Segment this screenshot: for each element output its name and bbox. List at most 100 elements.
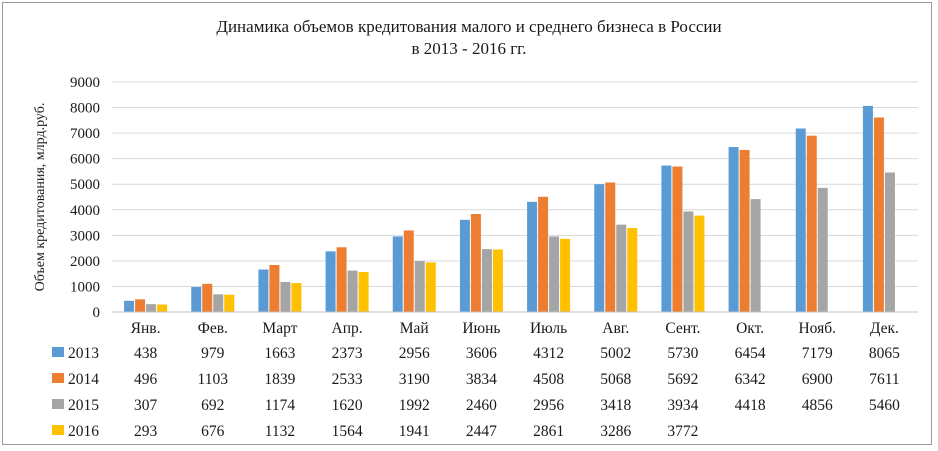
bar-2015-7 (616, 224, 627, 312)
data-label-2014-3: 2533 (332, 371, 363, 388)
y-tick-label: 2000 (70, 254, 100, 270)
bar-2015-3 (347, 270, 358, 312)
y-tick-label: 0 (93, 305, 101, 321)
legend-label-2015: 2015 (68, 397, 99, 414)
bar-2015-0 (146, 304, 157, 312)
category-label: Дек. (870, 320, 899, 337)
category-label: Июль (530, 320, 567, 337)
data-label-2016-3: 1564 (332, 423, 363, 440)
data-label-2013-10: 7179 (802, 345, 833, 362)
bar-2014-0 (135, 299, 146, 312)
bar-2014-3 (336, 247, 347, 312)
y-tick-label: 3000 (70, 228, 100, 244)
y-tick-label: 5000 (70, 177, 100, 193)
bar-2016-5 (492, 249, 503, 312)
data-label-2013-4: 2956 (399, 345, 430, 362)
category-label: Авг. (602, 320, 629, 337)
bar-2016-8 (694, 215, 705, 312)
category-label: Апр. (332, 320, 363, 337)
category-label: Янв. (131, 320, 161, 337)
data-label-2015-6: 2956 (533, 397, 564, 414)
bar-2014-2 (269, 265, 280, 312)
bar-2015-6 (549, 236, 560, 312)
data-label-2014-8: 5692 (667, 371, 698, 388)
data-label-2013-2: 1663 (264, 345, 295, 362)
bar-2013-1 (191, 286, 202, 312)
legend-swatch-2014 (52, 373, 64, 383)
data-label-2014-0: 496 (134, 371, 158, 388)
legend-swatch-2013 (52, 347, 64, 357)
data-label-2015-3: 1620 (332, 397, 363, 414)
y-axis-label: Объем кредитования, млрд.руб. (33, 103, 48, 292)
bar-2016-3 (358, 272, 369, 312)
bar-2014-10 (806, 135, 817, 312)
chart-title-line1: Динамика объемов кредитования малого и с… (216, 17, 721, 36)
bar-2013-10 (795, 128, 806, 312)
data-label-2015-9: 4418 (735, 397, 766, 414)
legend-swatch-2016 (52, 425, 64, 435)
bar-2014-4 (403, 230, 414, 312)
data-label-2013-7: 5002 (600, 345, 631, 362)
data-label-2013-3: 2373 (332, 345, 363, 362)
bar-2013-11 (862, 105, 873, 313)
category-label: Июнь (462, 320, 500, 337)
bar-2013-2 (258, 269, 269, 312)
data-label-2015-2: 1174 (265, 397, 296, 414)
data-label-2014-10: 6900 (802, 371, 833, 388)
data-label-2013-0: 438 (134, 345, 158, 362)
bar-2016-6 (560, 238, 571, 312)
bar-2015-11 (884, 172, 895, 312)
bar-2015-5 (481, 249, 492, 312)
category-label: Нояб. (798, 320, 836, 337)
data-label-2016-8: 3772 (667, 423, 698, 440)
bar-2016-2 (291, 283, 302, 312)
data-label-2016-7: 3286 (600, 423, 631, 440)
bar-2014-1 (202, 283, 213, 312)
bar-2013-3 (325, 251, 336, 312)
data-table: 2013 438 979 1663 2373 2956 3606 4312 5002 5730 64… (52, 345, 900, 440)
data-label-2015-7: 3418 (600, 397, 631, 414)
data-label-2016-2: 1132 (265, 423, 295, 440)
data-label-2015-11: 5460 (869, 397, 900, 414)
bar-2016-4 (425, 262, 436, 312)
data-label-2013-11: 8065 (869, 345, 900, 362)
bar-2013-9 (728, 147, 739, 312)
bar-2014-5 (470, 214, 481, 312)
bar-2015-2 (280, 281, 291, 312)
bar-2015-4 (414, 261, 425, 312)
legend-label-2016: 2016 (68, 423, 99, 440)
bar-2016-1 (224, 294, 235, 312)
bar-2013-8 (661, 165, 672, 312)
data-label-2014-7: 5068 (600, 371, 631, 388)
bar-2013-7 (594, 184, 605, 312)
bar-2013-6 (527, 201, 538, 312)
bar-series (124, 105, 895, 313)
data-label-2013-6: 4312 (533, 345, 564, 362)
bar-2015-1 (213, 294, 224, 312)
y-tick-label: 7000 (70, 126, 100, 142)
y-tick-label: 9000 (70, 75, 100, 91)
category-label: Окт. (736, 320, 764, 337)
data-label-2014-1: 1103 (198, 371, 229, 388)
bar-2014-9 (739, 149, 750, 312)
category-label: Фев. (198, 320, 228, 337)
data-label-2014-9: 6342 (735, 371, 766, 388)
y-axis-ticks: 0 1000 2000 3000 4000 5000 6000 7000 8000 9000 (70, 75, 100, 321)
bar-2016-7 (627, 228, 638, 312)
data-label-2014-4: 3190 (399, 371, 430, 388)
y-tick-label: 8000 (70, 101, 100, 117)
bar-2014-11 (873, 117, 884, 312)
bar-2013-4 (392, 236, 403, 312)
legend-swatch-2015 (52, 399, 64, 409)
data-label-2016-6: 2861 (533, 423, 564, 440)
data-label-2016-5: 2447 (466, 423, 497, 440)
data-label-2015-4: 1992 (399, 397, 430, 414)
data-label-2015-5: 2460 (466, 397, 497, 414)
data-label-2013-9: 6454 (735, 345, 766, 362)
data-label-2016-1: 676 (201, 423, 225, 440)
category-label: Май (400, 320, 429, 337)
data-label-2015-8: 3934 (667, 397, 698, 414)
bar-2013-5 (459, 219, 470, 312)
bar-2013-0 (124, 300, 135, 312)
